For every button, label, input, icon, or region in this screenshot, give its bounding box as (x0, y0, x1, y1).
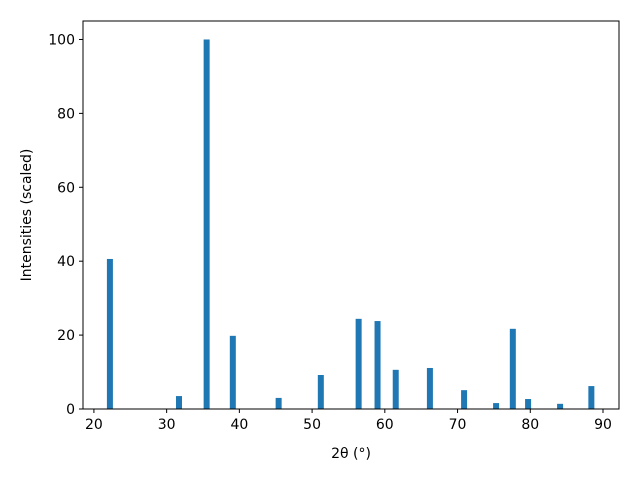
bar (557, 403, 564, 409)
bar (229, 335, 236, 409)
y-axis-label: Intensities (scaled) (19, 149, 35, 282)
y-tick-label: 80 (57, 106, 75, 122)
bar (275, 397, 282, 409)
x-tick-label: 50 (303, 417, 321, 433)
bar (509, 328, 516, 409)
bar (176, 396, 182, 409)
bar (203, 39, 210, 409)
x-axis-label: 2θ (°) (331, 446, 371, 462)
x-tick-label: 70 (449, 417, 467, 433)
bar (525, 399, 532, 409)
bar (426, 367, 433, 409)
x-tick-label: 80 (521, 417, 539, 433)
bar (106, 258, 113, 409)
x-tick-label: 40 (230, 417, 248, 433)
x-tick-label: 30 (158, 417, 176, 433)
y-tick-label: 40 (57, 254, 75, 270)
bar (493, 403, 500, 409)
bar (588, 386, 595, 409)
bar (317, 375, 324, 409)
y-tick-label: 60 (57, 180, 75, 196)
y-tick-label: 0 (66, 402, 75, 418)
bar (355, 318, 362, 409)
x-tick-label: 60 (376, 417, 394, 433)
y-tick-label: 20 (57, 328, 75, 344)
x-tick-label: 90 (594, 417, 612, 433)
bar (461, 390, 468, 409)
bar (374, 321, 381, 409)
y-tick-label: 100 (48, 32, 75, 48)
bar (392, 369, 399, 409)
x-tick-label: 20 (85, 417, 103, 433)
plot-frame (82, 20, 620, 410)
